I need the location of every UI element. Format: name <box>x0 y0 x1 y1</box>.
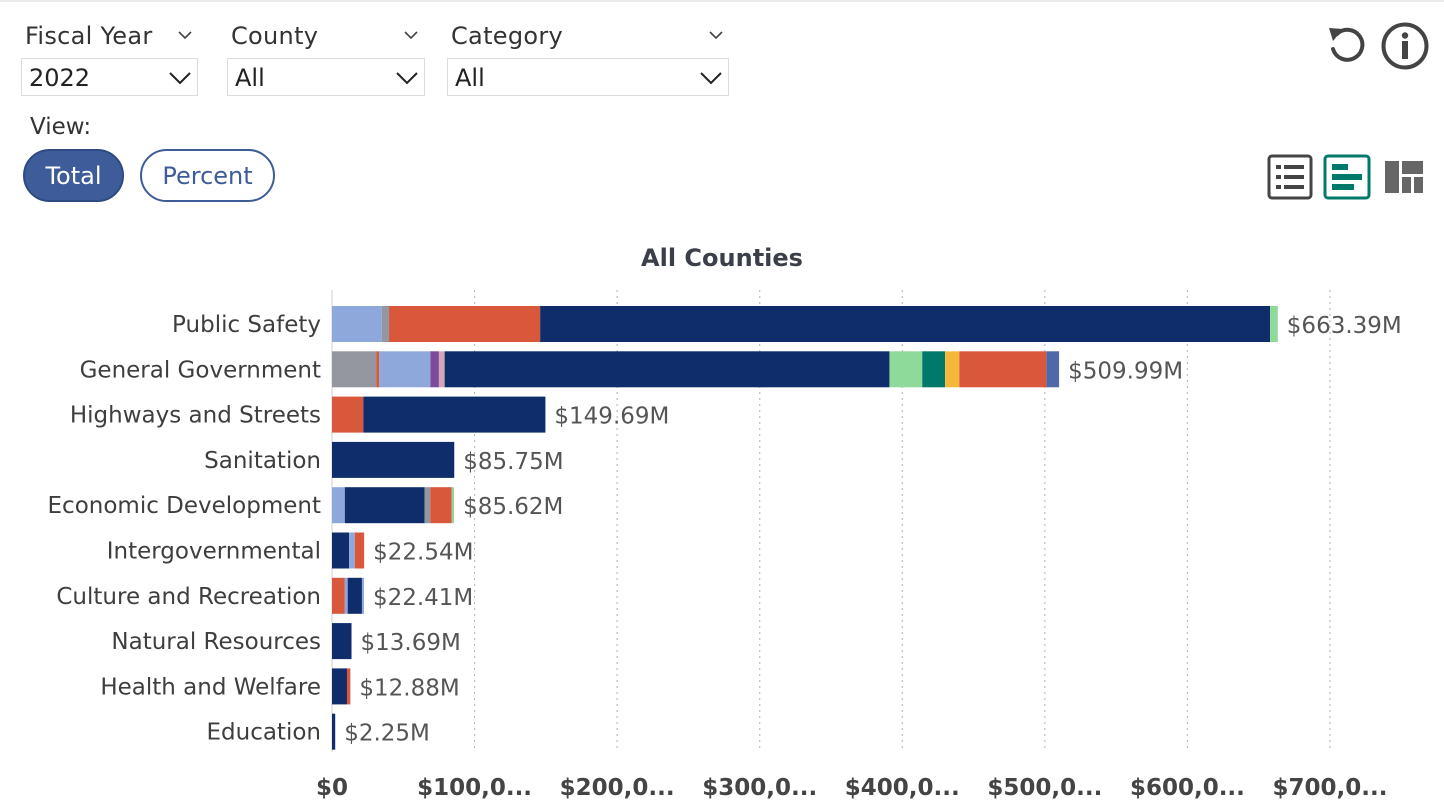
bar-segment[interactable] <box>332 306 382 342</box>
county-value: All <box>235 64 265 92</box>
value-label: $509.99M <box>1068 358 1183 384</box>
value-label: $85.75M <box>463 449 563 475</box>
bar-segment[interactable] <box>332 668 347 705</box>
bar-segment[interactable] <box>332 532 350 569</box>
value-label: $85.62M <box>463 494 563 520</box>
fiscal-year-label-row: Fiscal Year <box>21 18 198 54</box>
category-label: Category <box>451 22 564 50</box>
bar-segment[interactable] <box>922 351 946 388</box>
bar-segment[interactable] <box>332 713 336 750</box>
value-label: $12.88M <box>359 675 459 701</box>
chevron-down-icon[interactable] <box>178 28 192 42</box>
county-label: County <box>231 22 319 50</box>
x-tick-label: $300,0... <box>702 775 817 801</box>
county-label-row: County <box>227 18 425 54</box>
bar-segment[interactable] <box>959 351 1047 388</box>
value-label: $663.39M <box>1287 313 1402 339</box>
x-tick-label: $700,0... <box>1273 775 1388 801</box>
bar-segment[interactable] <box>451 487 455 524</box>
bar-segment[interactable] <box>344 487 425 524</box>
bar-segment[interactable] <box>379 351 431 388</box>
bar-segment[interactable] <box>332 396 364 433</box>
category-label: Public Safety <box>172 312 321 338</box>
chevron-down-icon[interactable] <box>404 28 418 42</box>
value-label: $13.69M <box>361 630 461 656</box>
chevron-down-icon <box>700 72 722 85</box>
category-label: Culture and Recreation <box>56 584 321 610</box>
top-border <box>0 0 1444 2</box>
bar-segment[interactable] <box>332 441 455 478</box>
bar-segment[interactable] <box>332 577 345 614</box>
bar-segment[interactable] <box>376 351 380 388</box>
view-label: View: <box>30 114 92 140</box>
reset-icon[interactable] <box>1323 22 1369 68</box>
chevron-down-icon[interactable] <box>709 28 723 42</box>
category-label: Health and Welfare <box>100 674 321 700</box>
chevron-down-icon <box>169 72 191 85</box>
bar-segment[interactable] <box>347 577 362 614</box>
value-label: $149.69M <box>554 404 669 430</box>
bar-segment[interactable] <box>389 306 541 342</box>
county-filter: County All <box>227 18 425 96</box>
value-label: $22.41M <box>373 585 473 611</box>
value-label: $22.54M <box>373 540 473 566</box>
bar-segment[interactable] <box>430 351 439 388</box>
bar-segment[interactable] <box>1046 351 1060 388</box>
category-label: Highways and Streets <box>70 403 321 429</box>
bar-segment[interactable] <box>361 577 364 614</box>
x-tick-label: $0 <box>316 775 348 801</box>
category-select[interactable]: All <box>447 58 729 96</box>
bar-segment[interactable] <box>332 623 352 660</box>
category-label-row: Category <box>447 18 729 54</box>
fiscal-year-select[interactable]: 2022 <box>21 58 198 96</box>
fiscal-year-label: Fiscal Year <box>25 22 153 50</box>
value-label: $2.25M <box>344 721 430 747</box>
category-label: Education <box>206 720 321 746</box>
chart-title: All Counties <box>641 244 803 272</box>
info-icon[interactable] <box>1380 21 1430 71</box>
x-tick-label: $100,0... <box>417 775 532 801</box>
fiscal-year-filter: Fiscal Year 2022 <box>21 18 198 96</box>
county-select[interactable]: All <box>227 58 425 96</box>
bar-segment[interactable] <box>381 306 390 342</box>
chevron-down-icon <box>396 72 418 85</box>
category-label: Sanitation <box>204 448 321 474</box>
view-total-button[interactable]: Total <box>23 149 124 202</box>
bar-segment[interactable] <box>438 351 445 388</box>
category-label: Natural Resources <box>111 629 321 655</box>
fiscal-year-value: 2022 <box>29 64 91 92</box>
x-tick-label: $400,0... <box>845 775 960 801</box>
bar-segment[interactable] <box>444 351 890 388</box>
bar-segment[interactable] <box>945 351 960 388</box>
bar-segment[interactable] <box>344 577 348 614</box>
x-tick-label: $600,0... <box>1130 775 1245 801</box>
bar-chart-view-icon[interactable] <box>1323 154 1371 200</box>
view-percent-button[interactable]: Percent <box>140 149 275 202</box>
bar-segment[interactable] <box>424 487 431 524</box>
x-tick-label: $200,0... <box>560 775 675 801</box>
bar-segment[interactable] <box>332 487 345 524</box>
bar-segment[interactable] <box>354 532 365 569</box>
x-tick-label: $500,0... <box>987 775 1102 801</box>
category-value: All <box>455 64 485 92</box>
bar-segment[interactable] <box>349 532 355 569</box>
category-label: General Government <box>80 357 321 383</box>
bar-segment[interactable] <box>430 487 452 524</box>
bar-segment[interactable] <box>889 351 923 388</box>
bar-segment[interactable] <box>363 396 546 433</box>
category-label: Intergovernmental <box>107 539 321 565</box>
list-view-icon[interactable] <box>1267 154 1313 200</box>
category-filter: Category All <box>447 18 729 96</box>
bar-segment[interactable] <box>540 306 1271 342</box>
bar-segment[interactable] <box>1270 306 1278 342</box>
category-label: Economic Development <box>48 493 321 519</box>
bar-segment[interactable] <box>346 668 351 705</box>
bar-segment[interactable] <box>332 351 377 388</box>
treemap-view-icon[interactable] <box>1384 160 1424 194</box>
